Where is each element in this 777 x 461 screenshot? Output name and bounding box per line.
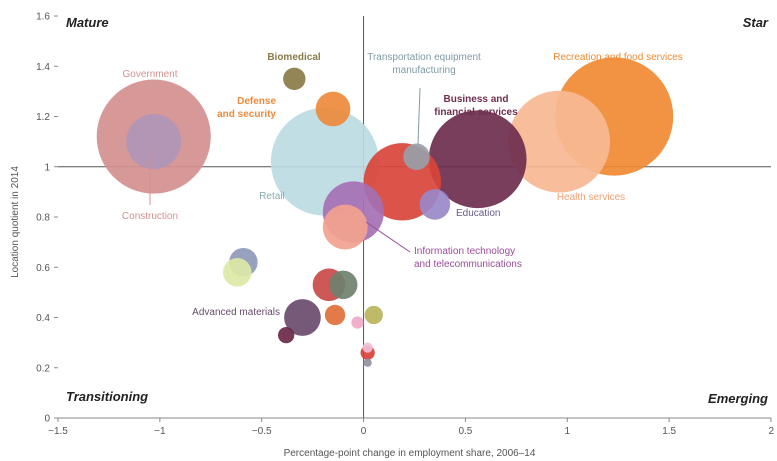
label-education: Education: [456, 208, 500, 219]
y-axis-title: Location quotient in 2014: [10, 166, 21, 278]
bubble-biomedical: [283, 67, 306, 91]
y-tick-label: 1.4: [36, 62, 50, 73]
y-tick-label: 1.6: [36, 12, 50, 23]
x-tick-label: 2: [768, 426, 774, 437]
quadrant-label-star: Star: [743, 15, 769, 30]
label-business-and-financial-services: Business and financial services: [434, 94, 518, 118]
y-ticks: 0 0.2 0.4 0.6 0.8 1 1.2 1.4 1.6: [36, 12, 58, 425]
bubble-unlabeled: [278, 326, 295, 344]
label-retail: Retail: [259, 191, 285, 202]
label-biomedical: Biomedical: [267, 52, 321, 63]
label-construction: Construction: [122, 211, 178, 222]
bubble-education: [419, 189, 451, 220]
label-government: Government: [122, 69, 177, 80]
quadrant-label-emerging: Emerging: [708, 391, 768, 406]
x-ticks: −1.5 −1 −0.5 0 0.5 1 1.5 2: [48, 418, 774, 437]
bubble-unlabeled: [223, 258, 252, 287]
x-tick-label: 0.5: [458, 426, 472, 437]
bubbles: [96, 57, 674, 367]
bubble-unlabeled: [351, 316, 364, 329]
quadrant-labels: Mature Star Transitioning Emerging: [66, 15, 769, 406]
leader-lines: [149, 87, 421, 253]
bubble-unlabeled: [328, 270, 358, 300]
bubble-unlabeled: [322, 204, 368, 250]
bubble-business-and-financial-services: [428, 110, 527, 209]
bubble-unlabeled: [324, 304, 346, 326]
label-health-services: Health services: [557, 192, 625, 203]
x-axis-title: Percentage-point change in employment sh…: [284, 448, 536, 459]
x-tick-label: −1.5: [48, 426, 68, 437]
bubble-unlabeled: [364, 305, 383, 325]
x-tick-label: 0: [361, 426, 367, 437]
x-tick-label: −0.5: [252, 426, 272, 437]
y-tick-label: 1: [44, 162, 50, 173]
quadrant-label-transitioning: Transitioning: [66, 389, 148, 404]
bubble-unlabeled: [362, 342, 373, 353]
x-tick-label: 1.5: [662, 426, 676, 437]
label-defense-and-security: Defense and security: [217, 96, 276, 120]
bubble-health-services: [508, 90, 611, 193]
y-tick-label: 0: [44, 414, 50, 425]
leader-transportation-equipment-manufacturing: [417, 87, 421, 145]
label-advanced-materials: Advanced materials: [192, 307, 280, 318]
bubble-labels: Government Construction Biomedical Defense a…: [122, 52, 683, 318]
y-tick-label: 0.2: [36, 363, 50, 374]
label-information-technology-and-telecommunications: Information technology and telecommunicat…: [414, 246, 522, 270]
y-tick-label: 0.6: [36, 263, 50, 274]
y-tick-label: 1.2: [36, 112, 50, 123]
bubble-advanced-materials: [284, 299, 321, 336]
bubble-defense-and-security: [315, 91, 351, 127]
bubble-transportation-equipment-manufacturing: [403, 143, 430, 170]
label-transportation-equipment-manufacturing: Transportation equipment manufacturing: [367, 52, 481, 76]
bubble-unlabeled: [363, 358, 372, 367]
y-tick-label: 0.4: [36, 313, 50, 324]
x-tick-label: 1: [565, 426, 571, 437]
label-recreation-and-food-services: Recreation and food services: [553, 52, 683, 63]
leader-information-technology-and-telecommunications: [365, 221, 411, 253]
x-tick-label: −1: [154, 426, 166, 437]
bubble-construction: [126, 114, 182, 170]
quadrant-label-mature: Mature: [66, 15, 109, 30]
y-tick-label: 0.8: [36, 213, 50, 224]
